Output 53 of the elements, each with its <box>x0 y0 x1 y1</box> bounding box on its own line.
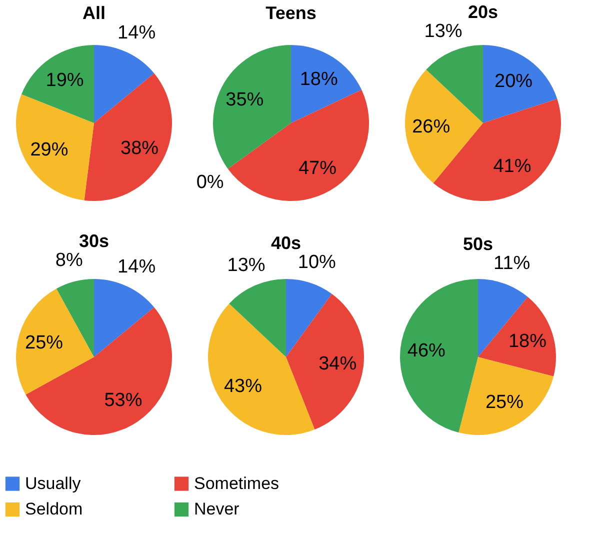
chart-title: 50s <box>462 234 494 254</box>
pie-slice <box>213 45 291 169</box>
data-label: 25% <box>485 392 524 413</box>
pie-slice <box>94 45 154 123</box>
legend-label: Sometimes <box>194 474 280 493</box>
chart-title: All <box>82 3 106 23</box>
data-label: 8% <box>55 250 83 272</box>
legend-label: Never <box>194 500 240 518</box>
pie-slice <box>400 279 478 433</box>
legend-label: Seldom <box>25 500 83 518</box>
data-label: 14% <box>118 22 156 44</box>
data-label: 14% <box>118 256 156 278</box>
data-label: 18% <box>300 69 338 90</box>
pie-slice <box>286 294 364 430</box>
pie-slice <box>84 73 172 201</box>
chart-title: 20s <box>468 2 498 22</box>
data-label: 13% <box>424 21 462 42</box>
data-label: 13% <box>227 255 266 276</box>
data-label: 53% <box>104 390 142 412</box>
data-label: 18% <box>508 330 547 352</box>
data-label: 47% <box>298 158 337 179</box>
pie-slice <box>229 279 286 357</box>
data-label: 26% <box>412 116 450 138</box>
pie-slice <box>458 357 554 435</box>
data-label: 10% <box>298 252 336 273</box>
data-label: 41% <box>493 156 532 178</box>
data-label: 19% <box>46 70 84 91</box>
pie-slice <box>94 279 154 357</box>
data-label: 38% <box>120 138 159 160</box>
data-label: 25% <box>25 332 64 354</box>
data-label: 34% <box>318 354 357 375</box>
pie-slice <box>208 304 315 435</box>
pie-slice <box>228 90 369 201</box>
pie-slice <box>291 45 362 123</box>
chart-title: Teens <box>266 3 316 23</box>
data-label: 43% <box>224 376 262 398</box>
pie-slice <box>21 45 94 123</box>
pie-slice <box>26 307 172 435</box>
pie-slice <box>286 279 332 357</box>
pie-slice <box>405 70 483 184</box>
chart-title: 30s <box>78 231 110 252</box>
data-label: 11% <box>494 252 530 274</box>
text: 0% <box>196 172 224 193</box>
pie-slice <box>16 288 94 395</box>
pie-slice <box>478 296 556 376</box>
pie-slice <box>16 94 94 200</box>
legend-label: Usually <box>25 474 82 493</box>
data-label: 29% <box>30 139 68 160</box>
pie-slice <box>483 45 558 123</box>
data-label: 35% <box>226 89 264 110</box>
chart-title: 40s <box>270 232 302 253</box>
data-label: 46% <box>407 340 446 362</box>
data-label: 20% <box>494 70 533 92</box>
